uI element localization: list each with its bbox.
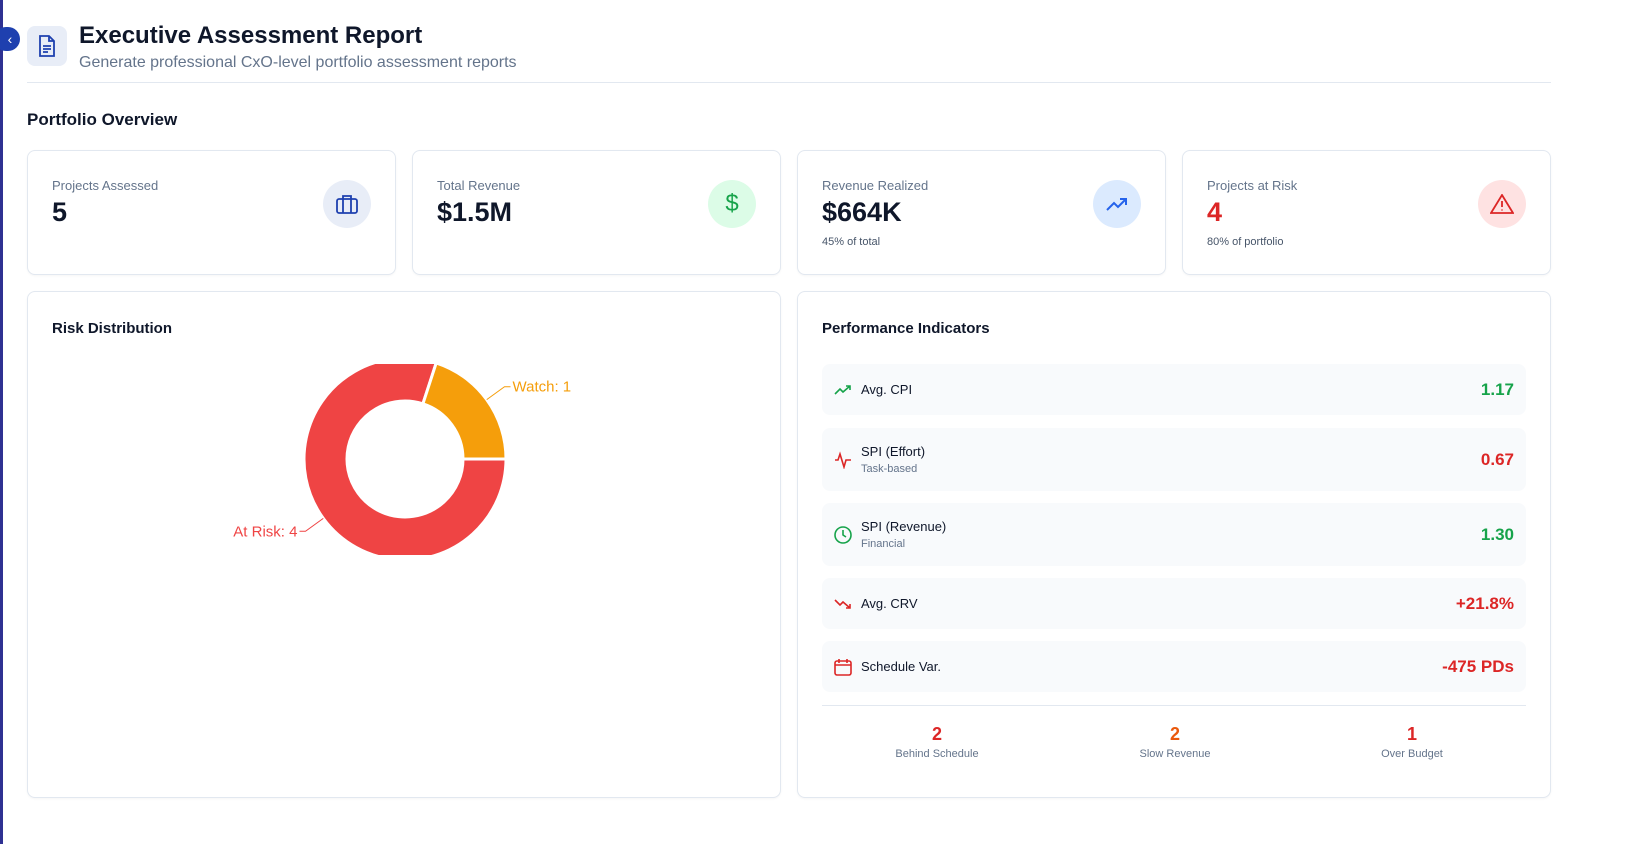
- trending-up-icon: [834, 384, 851, 395]
- indicator-avg-crv: Avg. CRV +21.8%: [822, 578, 1526, 629]
- document-icon: [27, 26, 67, 66]
- indicator-value: 0.67: [1480, 449, 1514, 469]
- summary-value: 2: [1169, 724, 1180, 744]
- donut-slice-watch[interactable]: [421, 363, 508, 461]
- trending-down-icon: [834, 598, 851, 609]
- stat-note: 80% of portfolio: [1207, 236, 1284, 248]
- donut-label: Watch: 1: [513, 379, 572, 396]
- summary-behind-schedule: 2 Behind Schedule: [837, 724, 1037, 760]
- collapse-sidebar-button[interactable]: ‹: [0, 27, 20, 51]
- indicator-value: +21.8%: [1455, 593, 1514, 613]
- summary-over-budget: 1 Over Budget: [1312, 724, 1512, 760]
- donut-label: At Risk: 4: [233, 523, 297, 540]
- stat-note: 45% of total: [822, 236, 881, 248]
- indicator-label: Avg. CRV: [861, 596, 918, 611]
- indicator-avg-cpi: Avg. CPI 1.17: [822, 364, 1526, 415]
- alert-triangle-icon: [1478, 180, 1526, 228]
- indicator-sublabel: Financial: [861, 538, 906, 550]
- stat-value: $664K: [822, 197, 902, 227]
- divider: [822, 705, 1526, 706]
- label-leader-line: [486, 386, 511, 401]
- summary-label: Behind Schedule: [895, 748, 979, 760]
- stat-label: Projects Assessed: [52, 178, 159, 193]
- page-subtitle: Generate professional CxO-level portfoli…: [79, 54, 517, 71]
- stat-card-projects-assessed: Projects Assessed 5: [27, 150, 396, 275]
- section-title: Portfolio Overview: [27, 110, 178, 129]
- card-title: Performance Indicators: [822, 320, 990, 337]
- calendar-icon: [834, 658, 852, 676]
- indicator-label: Avg. CPI: [861, 382, 913, 397]
- stat-label: Revenue Realized: [822, 178, 929, 193]
- stat-card-revenue-realized: Revenue Realized $664K 45% of total: [797, 150, 1166, 275]
- indicator-value: 1.30: [1480, 524, 1514, 544]
- sidebar-edge: [0, 0, 3, 844]
- indicator-spi-revenue: SPI (Revenue) Financial 1.30: [822, 503, 1526, 566]
- summary-label: Over Budget: [1381, 748, 1443, 760]
- stat-value: 4: [1207, 197, 1223, 227]
- indicator-label: Schedule Var.: [861, 659, 941, 674]
- indicator-sublabel: Task-based: [861, 463, 918, 475]
- dollar-icon: $: [708, 180, 756, 228]
- stat-label: Total Revenue: [437, 178, 521, 193]
- indicator-schedule-var: Schedule Var. -475 PDs: [822, 641, 1526, 692]
- chevron-left-icon: ‹: [7, 31, 13, 47]
- label-leader-line: [299, 517, 324, 532]
- stat-card-total-revenue: Total Revenue $1.5M $: [412, 150, 781, 275]
- trending-up-icon: [1093, 180, 1141, 228]
- clock-icon: [834, 525, 852, 544]
- indicator-value: 1.17: [1480, 379, 1514, 399]
- summary-label: Slow Revenue: [1139, 748, 1211, 760]
- risk-donut-chart: At Risk: 4 Watch: 1: [233, 358, 572, 560]
- page-title: Executive Assessment Report: [79, 22, 423, 49]
- page-header: Executive Assessment Report Generate pro…: [27, 22, 1551, 83]
- summary-value: 1: [1406, 724, 1417, 744]
- indicator-value: -475 PDs: [1442, 656, 1514, 676]
- stat-value: $1.5M: [437, 197, 513, 227]
- card-title: Risk Distribution: [52, 320, 173, 337]
- summary-value: 2: [931, 724, 942, 744]
- stat-label: Projects at Risk: [1207, 178, 1298, 193]
- indicator-label: SPI (Effort): [861, 444, 926, 459]
- briefcase-icon: [323, 180, 371, 228]
- stat-value: 5: [52, 197, 68, 227]
- indicator-spi-effort: SPI (Effort) Task-based 0.67: [822, 428, 1526, 491]
- stat-card-projects-at-risk: Projects at Risk 4 80% of portfolio: [1182, 150, 1551, 275]
- donut-slice-at-risk[interactable]: [302, 358, 508, 560]
- summary-slow-revenue: 2 Slow Revenue: [1075, 724, 1275, 760]
- indicator-label: SPI (Revenue): [861, 519, 947, 534]
- performance-indicators-card: Performance Indicators Avg. CPI 1.17 SPI…: [797, 291, 1551, 798]
- activity-icon: [835, 450, 851, 469]
- risk-distribution-card: Risk Distribution At Risk: 4 Watch: 1: [27, 291, 781, 798]
